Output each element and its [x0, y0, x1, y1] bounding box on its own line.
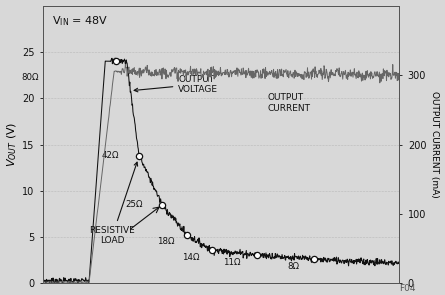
Text: 8Ω: 8Ω [287, 262, 299, 271]
Text: F04: F04 [400, 283, 416, 293]
Text: RESISTIVE
LOAD: RESISTIVE LOAD [89, 162, 138, 245]
Text: 80Ω: 80Ω [22, 73, 39, 82]
Text: 11Ω: 11Ω [223, 258, 241, 267]
Y-axis label: OUTPUT CURRENT (mA): OUTPUT CURRENT (mA) [430, 91, 440, 198]
Text: 18Ω: 18Ω [157, 237, 175, 246]
Text: 42Ω: 42Ω [102, 151, 119, 160]
Text: OUTPUT
CURRENT: OUTPUT CURRENT [267, 93, 311, 112]
Text: 14Ω: 14Ω [182, 253, 200, 262]
Text: 25Ω: 25Ω [125, 200, 143, 209]
Text: V$_{\mathsf{IN}}$ = 48V: V$_{\mathsf{IN}}$ = 48V [52, 14, 108, 28]
Y-axis label: $V_{OUT}$ (V): $V_{OUT}$ (V) [5, 122, 19, 167]
Text: OUTPUT
VOLTAGE: OUTPUT VOLTAGE [134, 75, 218, 94]
